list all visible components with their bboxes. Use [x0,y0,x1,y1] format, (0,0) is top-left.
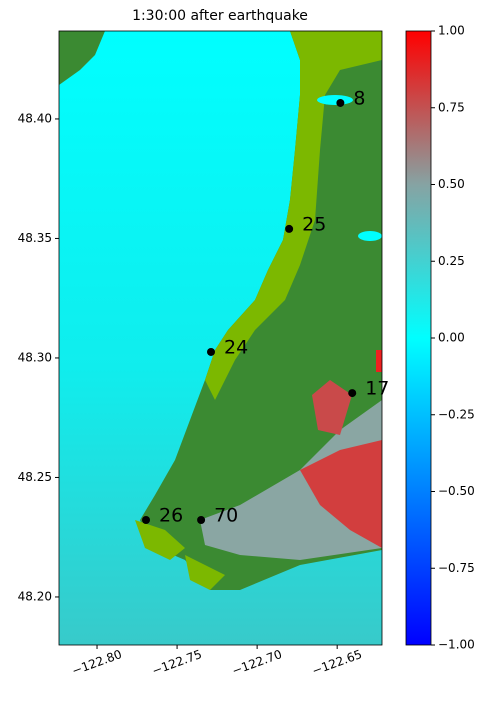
colorbar-tick-label: 0.75 [438,100,465,114]
gauge-label: 70 [214,505,238,527]
colorbar-tick-label: 0.00 [438,331,465,345]
gauge-label: 26 [159,505,183,527]
axes-frame [58,30,383,646]
y-tick-label: 48.30 [18,350,52,364]
gauge-label: 8 [353,87,365,109]
x-tick-label: −122.70 [230,647,284,678]
gauge-point [348,389,357,398]
y-tick-label: 48.25 [18,470,52,484]
colorbar-tick-label: 1.00 [438,24,465,38]
colorbar-tick-label: 0.50 [438,177,465,191]
x-tick-label: −122.80 [70,647,124,678]
colorbar [405,30,432,646]
x-tick-label: −122.75 [150,647,204,678]
y-tick-label: 48.20 [18,589,52,603]
chart-title: 1:30:00 after earthquake [132,8,308,24]
x-tick-label: −122.65 [310,647,364,678]
gauge-point [285,224,294,233]
map [59,31,382,645]
colorbar-tick-label: −1.00 [438,638,475,652]
gauge-point [197,516,206,525]
y-tick-label: 48.40 [18,111,52,125]
gauge-label: 25 [302,213,326,235]
gauge-point [207,347,216,356]
colorbar-tick-label: −0.75 [438,561,475,575]
colorbar-tick-label: −0.25 [438,407,475,421]
gauge-point [336,98,345,107]
gauge-label: 24 [224,336,248,358]
y-tick-label: 48.35 [18,231,52,245]
gauge-label: 17 [365,378,389,400]
gauge-point [142,516,151,525]
colorbar-tick-label: −0.50 [438,484,475,498]
colorbar-tick-label: 0.25 [438,254,465,268]
